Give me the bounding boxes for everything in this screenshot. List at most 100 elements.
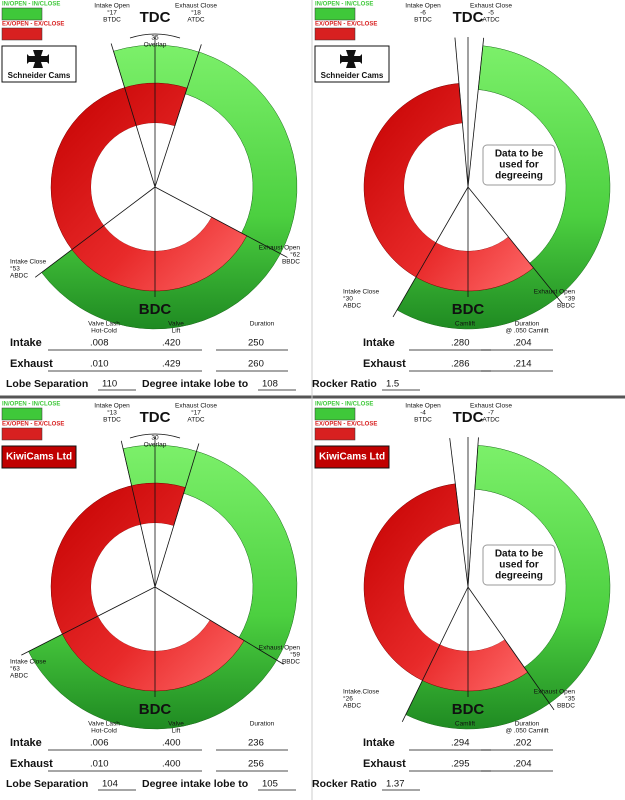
column-header: Valve [168, 721, 184, 728]
logo-cross [340, 50, 362, 68]
event-label: -5 [488, 10, 494, 17]
event-spoke [467, 437, 479, 588]
cell-value: .294 [451, 738, 470, 749]
cell-value: .204 [513, 759, 532, 770]
legend-label: IN/OPEN - IN/CLOSE [2, 402, 60, 408]
event-label: BBDC [282, 659, 300, 666]
footer-text: Degree intake lobe to [142, 778, 248, 790]
legend-label: EX/OPEN - EX/CLOSE [2, 22, 64, 28]
column-header: Hot-Cold [91, 728, 117, 735]
event-spoke [110, 43, 156, 188]
footer-text: Rocker Ratio [312, 378, 377, 390]
event-spoke [449, 438, 469, 588]
cell-value: .420 [162, 338, 181, 349]
overlap-arrow [129, 433, 181, 439]
event-label: Exhaust Close [470, 403, 512, 410]
cell-value: .010 [90, 359, 109, 370]
cell-value: .286 [451, 359, 470, 370]
tdc-label: TDC [140, 9, 171, 26]
event-spoke [467, 186, 563, 304]
column-header: Duration [515, 321, 540, 328]
event-spoke [34, 186, 156, 278]
footer-text: 105 [262, 779, 278, 790]
cell-value: 236 [248, 738, 264, 749]
event-label: -4 [420, 410, 426, 417]
event-label: Exhaust Close [470, 3, 512, 10]
event-spoke [154, 443, 200, 588]
overlap-value: 30 [151, 435, 159, 442]
logo-text: Schneider Cams [321, 71, 384, 80]
event-label: °17 [107, 9, 117, 17]
event-label: BTDC [414, 417, 432, 424]
event-label: Intake Close [343, 289, 380, 296]
event-label: ATDC [187, 17, 205, 24]
event-label: ABDC [10, 273, 28, 280]
event-label: °53 [10, 265, 20, 273]
intake-arc [405, 445, 611, 730]
footer-text: Lobe Separation [6, 778, 88, 790]
footer-text: 110 [102, 379, 117, 390]
event-label: ATDC [482, 17, 500, 24]
event-label: Intake Close [10, 259, 47, 266]
logo-text: KiwiCams Ltd [319, 452, 385, 463]
row-label: Intake [10, 337, 42, 349]
bdc-label: BDC [139, 701, 172, 718]
row-label: Exhaust [10, 358, 53, 370]
row-label: Intake [363, 337, 395, 349]
tdc-label: TDC [453, 409, 484, 426]
cell-value: .202 [513, 738, 532, 749]
cell-value: 250 [248, 338, 264, 349]
event-label: °17 [191, 409, 201, 417]
column-header: Camlift [455, 721, 475, 728]
legend-swatch [314, 407, 356, 421]
note-text: Data to be [495, 549, 544, 560]
cell-value: .280 [451, 338, 470, 349]
event-label: Intake Open [405, 3, 441, 10]
footer-text: 104 [102, 779, 118, 790]
event-label: ATDC [482, 417, 500, 424]
column-header: Valve Lash [88, 321, 120, 328]
event-label: °13 [107, 409, 117, 417]
event-spoke [154, 44, 202, 188]
column-header: @ .050 Camlift [505, 728, 548, 735]
row-label: Intake [363, 737, 395, 749]
event-label: Exhaust Open [259, 245, 301, 252]
cam-panel: TDC BDC IN/OPEN - IN/CLOSE EX/OPEN - EX/CLO… [314, 2, 611, 372]
legend-swatch [314, 7, 356, 21]
event-label: ABDC [343, 303, 361, 310]
event-label: Exhaust Close [175, 403, 217, 410]
bdc-label: BDC [452, 701, 485, 718]
event-label: BTDC [414, 17, 432, 24]
event-label: Intake.Close [343, 689, 380, 696]
event-label: °18 [191, 9, 201, 17]
tdc-label: TDC [140, 409, 171, 426]
cell-value: .008 [90, 338, 109, 349]
legend-label: EX/OPEN - EX/CLOSE [2, 422, 64, 428]
cell-value: .006 [90, 738, 109, 749]
event-label: °35 [565, 695, 575, 703]
footer-text: Degree intake lobe to [142, 378, 248, 390]
cell-value: .429 [162, 359, 181, 370]
footer-text: Lobe Separation [6, 378, 88, 390]
event-label: °30 [343, 295, 353, 303]
legend-label: IN/OPEN - IN/CLOSE [315, 402, 373, 408]
event-label: Intake Close [10, 659, 47, 666]
event-spoke [120, 440, 156, 588]
bdc-label: BDC [139, 301, 172, 318]
overlap-label: Overlap [144, 442, 167, 449]
event-spoke [154, 186, 288, 258]
logo-box [314, 445, 390, 469]
event-spoke [401, 586, 469, 722]
event-label: Exhaust Close [175, 3, 217, 10]
cell-value: 256 [248, 759, 264, 770]
row-label: Exhaust [363, 358, 406, 370]
cell-value: .214 [513, 359, 532, 370]
legend-swatch [314, 27, 356, 41]
note-box [482, 544, 556, 586]
tdc-label: TDC [453, 9, 484, 26]
event-label: °63 [10, 665, 20, 673]
footer-text: Rocker Ratio [312, 778, 377, 790]
note-box [482, 144, 556, 186]
event-spoke [454, 37, 469, 188]
logo-text: KiwiCams Ltd [6, 452, 72, 463]
